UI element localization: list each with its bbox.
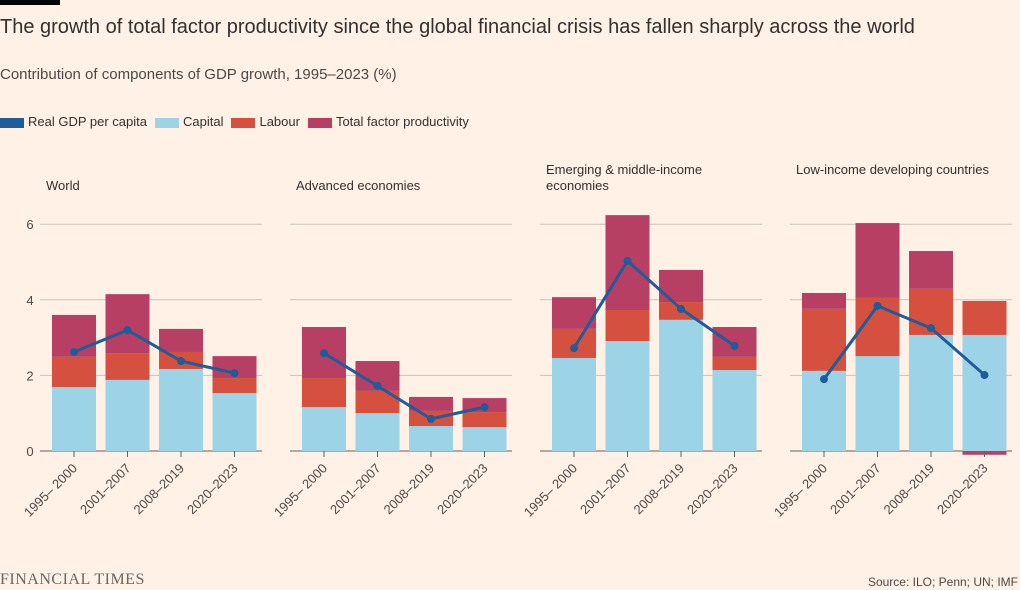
bar-capital [212, 393, 257, 451]
bar-total-factor-productivity [855, 223, 900, 298]
gdp-point [927, 324, 935, 333]
x-tick-label: 2008–2019 [880, 461, 937, 518]
bar-total-factor-productivity [212, 356, 257, 379]
bar-capital [962, 334, 1007, 451]
x-tick-label: 2020–2023 [434, 461, 491, 518]
panel-title: World [46, 178, 80, 193]
bar-capital [855, 356, 900, 451]
gdp-line [572, 258, 736, 349]
bar-labour [802, 308, 846, 371]
x-tick-label: 2001–2007 [77, 461, 134, 518]
x-tick-label: 2001–2007 [327, 461, 384, 518]
y-tick-label: 4 [26, 293, 33, 308]
bar-total-factor-productivity [159, 328, 203, 352]
bar-capital [52, 387, 96, 451]
bar-labour [552, 328, 596, 359]
gdp-point [177, 357, 185, 366]
gdp-line [822, 304, 986, 381]
source-note: Source: ILO; Penn; UN; IMF [867, 575, 1018, 589]
bar-labour [962, 300, 1007, 335]
panel-title: Advanced economies [296, 178, 421, 193]
x-tick-label: 2008–2019 [630, 461, 687, 518]
bar-capital [659, 319, 703, 451]
bar-capital [552, 358, 596, 451]
ft-top-bar [0, 0, 60, 5]
bar-capital [605, 341, 650, 451]
gdp-point [623, 256, 632, 265]
x-tick-label: 2020–2023 [684, 461, 741, 518]
bar-capital [909, 334, 953, 451]
gdp-point [873, 301, 882, 310]
y-tick-label: 0 [26, 444, 33, 459]
x-tick-label: 1995– 2000 [521, 461, 580, 520]
x-tick-label: 2020–2023 [184, 461, 241, 518]
x-tick-label: 2008–2019 [380, 461, 437, 518]
legend-item-gdp: Real GDP per capita [0, 114, 147, 129]
gdp-point [373, 381, 382, 390]
bar-capital [802, 370, 846, 451]
chart-subtitle: Contribution of components of GDP growth… [0, 66, 397, 83]
bar-capital [355, 413, 400, 451]
bar-labour [712, 356, 757, 371]
x-tick-label: 2001–2007 [577, 461, 634, 518]
gdp-point [480, 403, 489, 412]
bar-capital [105, 379, 150, 451]
gdp-point [570, 344, 578, 353]
gdp-point [230, 369, 239, 378]
panel-title-line: Emerging & middle-income [546, 162, 702, 177]
x-tick-label: 2020–2023 [934, 461, 991, 518]
gdp-point [677, 304, 685, 313]
bar-total-factor-productivity [409, 396, 453, 411]
bar-total-factor-productivity [909, 251, 953, 289]
x-tick-label: 1995– 2000 [771, 461, 830, 520]
bar-labour [212, 378, 257, 394]
bar-capital [462, 427, 507, 451]
gdp-line [323, 351, 485, 421]
bar-labour [462, 412, 507, 428]
gdp-point [320, 349, 328, 358]
panel-title: Emerging & middle-income economies [546, 162, 702, 193]
bar-total-factor-productivity [802, 292, 846, 309]
bar-labour [605, 310, 650, 342]
legend: Real GDP per capita Capital Labour Total… [0, 114, 469, 129]
bar-labour [302, 378, 346, 408]
gdp-point [730, 341, 739, 350]
bar-labour [52, 356, 96, 388]
bar-capital [712, 370, 757, 451]
x-tick-label: 1995– 2000 [271, 461, 330, 520]
legend-item-tfp: Total factor productivity [307, 114, 469, 129]
x-tick-label: 2001–2007 [827, 461, 884, 518]
bar-capital [302, 407, 346, 451]
ft-logo: FINANCIAL TIMES [0, 571, 145, 588]
panel-title: Low-income developing countries [796, 162, 989, 177]
gdp-line [73, 328, 235, 375]
gdp-point [820, 375, 828, 384]
bar-labour [105, 353, 150, 380]
legend-item-capital: Capital [155, 114, 223, 129]
bar-capital [409, 426, 453, 451]
gdp-point [70, 347, 78, 356]
bar-labour [355, 390, 400, 414]
chart-title: The growth of total factor productivity … [0, 16, 915, 38]
panel-title-line: Low-income developing countries [796, 162, 989, 177]
legend-item-labour: Labour [231, 114, 300, 129]
y-tick-label: 6 [26, 217, 33, 232]
x-tick-label: 1995– 2000 [21, 461, 80, 520]
y-tick-label: 2 [26, 368, 33, 383]
bar-total-factor-productivity [659, 269, 703, 303]
x-tick-label: 2008–2019 [130, 461, 187, 518]
gdp-point [980, 371, 989, 380]
bar-capital [159, 368, 203, 451]
gdp-point [427, 414, 435, 423]
panel-title-line: economies [546, 178, 609, 193]
gdp-point [123, 326, 132, 335]
bar-total-factor-productivity [105, 294, 150, 354]
